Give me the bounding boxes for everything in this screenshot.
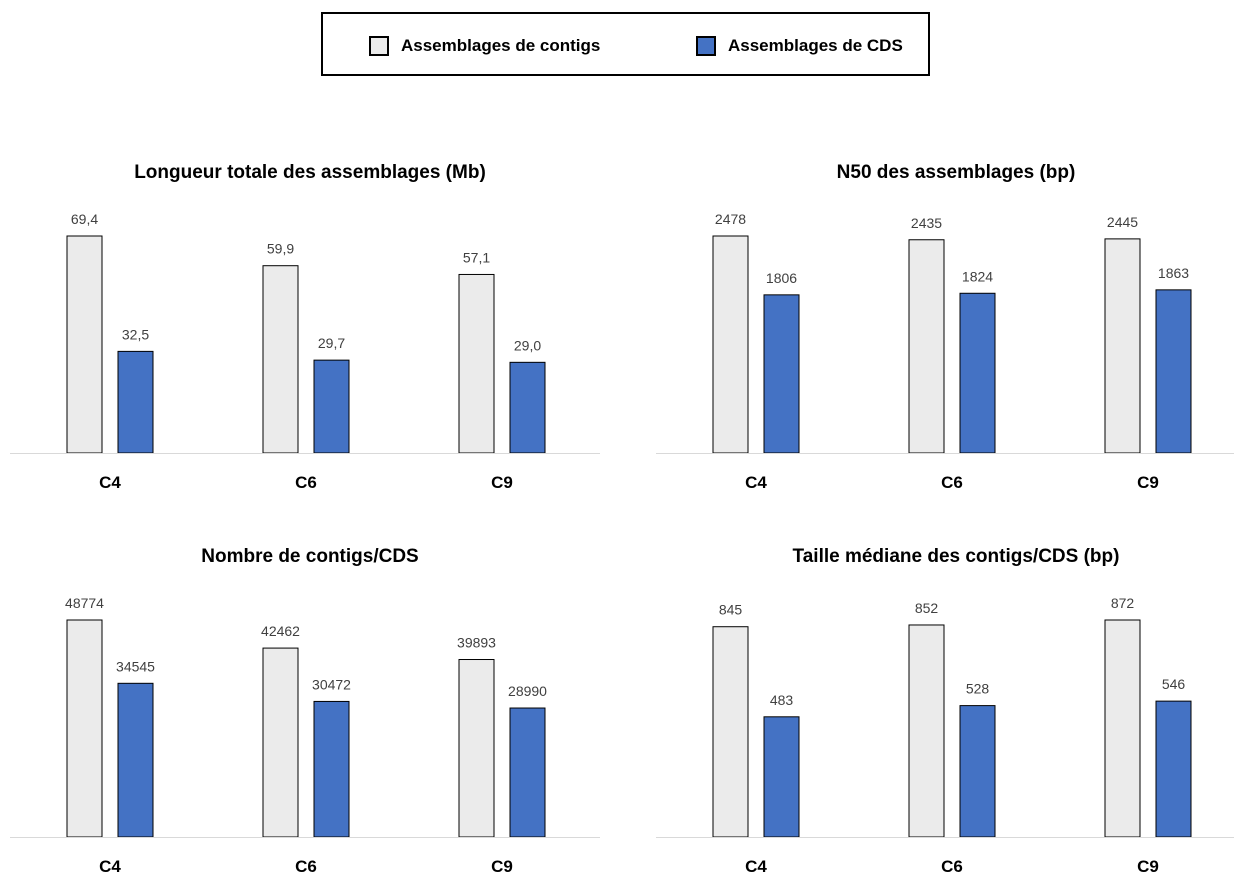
x-tick-label-c6: C6	[295, 473, 317, 492]
x-tick-label-c6: C6	[941, 857, 963, 875]
data-label-cds-c4: 34545	[116, 658, 155, 674]
bar-contigs-c9	[1104, 238, 1141, 454]
chart-median-size-svg: Taille médiane des contigs/CDS (bp) 845 48…	[656, 546, 1234, 875]
data-label-contigs-c9: 39893	[457, 635, 496, 651]
data-label-cds-c6: 29,7	[318, 335, 345, 351]
bar-contigs-c4	[66, 235, 103, 454]
x-tick-label-c9: C9	[1137, 473, 1159, 492]
data-label-contigs-c9: 57,1	[463, 249, 490, 265]
chart-total-length: Longueur totale des assemblages (Mb) 69,4…	[10, 140, 610, 492]
bar-cds-c6	[959, 292, 996, 454]
bar-cds-c9	[509, 361, 546, 454]
data-label-cds-c9: 1863	[1158, 265, 1189, 281]
chart-title: N50 des assemblages (bp)	[837, 162, 1076, 183]
data-label-contigs-c9: 2445	[1107, 214, 1138, 230]
data-label-contigs-c4: 48774	[65, 595, 104, 611]
chart-n50: N50 des assemblages (bp) 2478 1806 C4 2435 18…	[656, 140, 1234, 492]
legend-entry-cds: Assemblages de CDS	[696, 34, 903, 58]
data-label-contigs-c6: 42462	[261, 623, 300, 639]
data-label-cds-c4: 1806	[766, 270, 797, 286]
bar-cds-c4	[117, 350, 154, 454]
bar-contigs-c4	[66, 619, 103, 838]
data-label-cds-c6: 30472	[312, 676, 351, 692]
bar-cds-c4	[763, 294, 800, 454]
x-tick-label-c4: C4	[745, 473, 767, 492]
x-tick-label-c6: C6	[295, 857, 317, 875]
data-label-contigs-c9: 872	[1111, 595, 1135, 611]
bar-cds-c6	[959, 705, 996, 838]
data-label-contigs-c6: 2435	[911, 215, 942, 231]
bar-contigs-c6	[908, 239, 945, 454]
chart-title: Longueur totale des assemblages (Mb)	[134, 162, 486, 183]
data-label-contigs-c6: 852	[915, 600, 939, 616]
bar-cds-c4	[763, 716, 800, 838]
x-tick-label-c4: C4	[99, 473, 121, 492]
bar-contigs-c9	[1104, 619, 1141, 838]
x-tick-label-c9: C9	[1137, 857, 1159, 875]
bar-cds-c6	[313, 359, 350, 454]
legend-swatch-cds	[696, 36, 716, 56]
x-tick-label-c4: C4	[745, 857, 767, 875]
data-label-cds-c4: 32,5	[122, 326, 149, 342]
data-label-contigs-c4: 69,4	[71, 211, 98, 227]
x-tick-label-c9: C9	[491, 857, 513, 875]
data-label-contigs-c6: 59,9	[267, 241, 294, 257]
legend-swatch-contigs	[369, 36, 389, 56]
data-label-cds-c6: 1824	[962, 268, 993, 284]
bar-contigs-c4	[712, 626, 749, 838]
bar-contigs-c6	[262, 647, 299, 838]
data-label-cds-c9: 28990	[508, 683, 547, 699]
bar-cds-c9	[509, 707, 546, 838]
x-tick-label-c6: C6	[941, 473, 963, 492]
x-tick-label-c9: C9	[491, 473, 513, 492]
bar-cds-c4	[117, 682, 154, 838]
bar-cds-c9	[1155, 289, 1192, 454]
legend-label-cds: Assemblages de CDS	[728, 36, 903, 55]
chart-title: Nombre de contigs/CDS	[201, 546, 418, 567]
chart-contig-count: Nombre de contigs/CDS 48774 34545 C4 42462 30…	[10, 524, 610, 875]
bar-cds-c9	[1155, 700, 1192, 838]
chart-n50-svg: N50 des assemblages (bp) 2478 1806 C4 2435 18…	[656, 162, 1234, 492]
bar-contigs-c9	[458, 659, 495, 838]
data-label-cds-c4: 483	[770, 692, 794, 708]
x-tick-label-c4: C4	[99, 857, 121, 875]
bar-contigs-c6	[262, 265, 299, 454]
chart-median-size: Taille médiane des contigs/CDS (bp) 845 48…	[656, 524, 1234, 875]
bar-cds-c6	[313, 700, 350, 838]
chart-title: Taille médiane des contigs/CDS (bp)	[793, 546, 1120, 567]
bar-contigs-c4	[712, 235, 749, 454]
chart-total-length-svg: Longueur totale des assemblages (Mb) 69,4…	[10, 162, 600, 492]
bar-contigs-c9	[458, 273, 495, 454]
chart-contig-count-svg: Nombre de contigs/CDS 48774 34545 C4 42462 30…	[10, 546, 600, 875]
data-label-contigs-c4: 845	[719, 602, 743, 618]
bar-contigs-c6	[908, 624, 945, 838]
legend-entry-contigs: Assemblages de contigs	[369, 34, 600, 58]
data-label-contigs-c4: 2478	[715, 211, 746, 227]
legend-label-contigs: Assemblages de contigs	[401, 36, 601, 55]
data-label-cds-c9: 546	[1162, 676, 1186, 692]
data-label-cds-c9: 29,0	[514, 337, 541, 353]
data-label-cds-c6: 528	[966, 681, 990, 697]
chart-legend: Assemblages de contigs Assemblages de CD…	[321, 12, 930, 76]
